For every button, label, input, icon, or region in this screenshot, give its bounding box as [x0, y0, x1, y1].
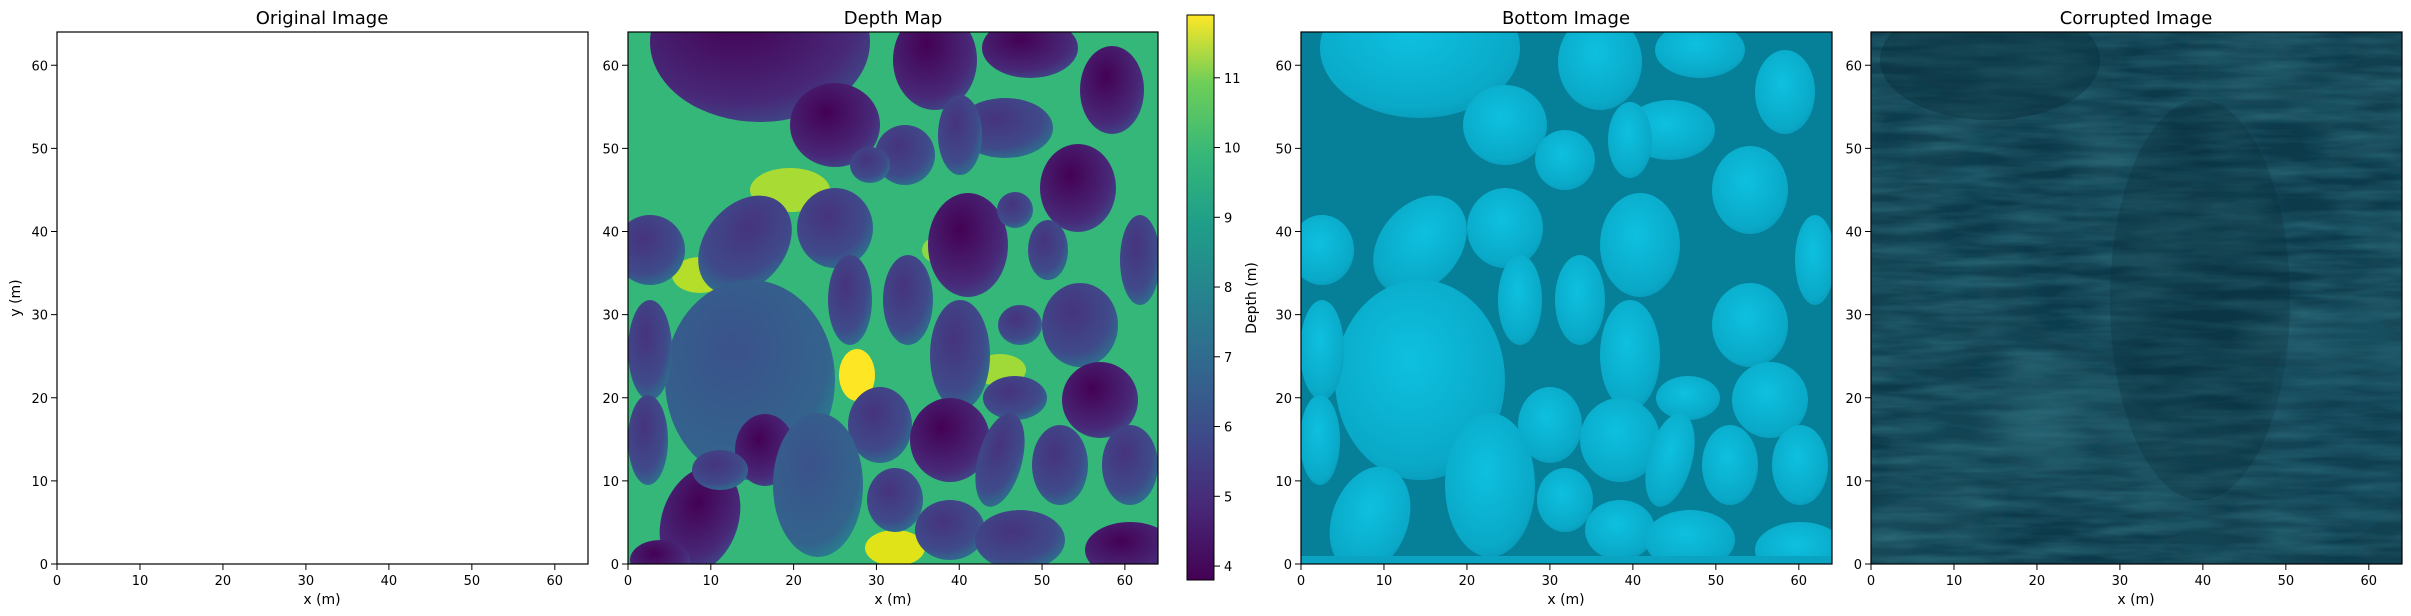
x-tick-label: 20: [1459, 574, 1476, 589]
y-tick-label: 50: [31, 142, 48, 157]
x-tick-label: 0: [1297, 574, 1305, 589]
depth-map-image: [628, 32, 1158, 564]
x-tick-label: 0: [624, 574, 632, 589]
colorbar-tick-label: 7: [1224, 351, 1232, 366]
x-tick-label: 10: [703, 574, 720, 589]
y-tick-label: 0: [40, 558, 48, 573]
colorbar-tick-label: 4: [1224, 560, 1232, 575]
y-tick-label: 10: [1845, 475, 1862, 490]
x-tick-label: 40: [951, 574, 968, 589]
x-tick-label: 20: [215, 574, 232, 589]
x-tick-label: 10: [1946, 574, 1963, 589]
y-tick-label: 60: [602, 59, 619, 74]
colorbar-ticks: 4 5 6 7 8 9 10 11: [1214, 72, 1241, 575]
x-tick-label: 30: [1542, 574, 1559, 589]
y-tick-label: 0: [1854, 558, 1862, 573]
colorbar-tick-label: 10: [1224, 142, 1241, 157]
panel-depth-map: Depth Map x (m) 0 10 20 30 40 50 60 0 10 20 30 40 50…: [602, 8, 1159, 608]
xlabel-original: x (m): [303, 592, 340, 608]
colorbar-label: Depth (m): [1244, 262, 1260, 334]
y-tick-label: 0: [611, 558, 619, 573]
colorbar-gradient: [1186, 14, 1215, 581]
y-tick-label: 50: [602, 142, 619, 157]
y-tick-label: 10: [1275, 475, 1292, 490]
y-tick-label: 50: [1275, 142, 1292, 157]
xlabel-corrupted: x (m): [2117, 592, 2154, 608]
xlabel-depth: x (m): [874, 592, 911, 608]
y-tick-label: 40: [602, 226, 619, 241]
x-tick-label: 0: [1867, 574, 1875, 589]
title-depth: Depth Map: [844, 8, 943, 29]
y-tick-label: 30: [1845, 309, 1862, 324]
y-tick-label: 40: [1275, 226, 1292, 241]
y-tick-label: 30: [31, 309, 48, 324]
x-tick-label: 30: [298, 574, 315, 589]
plot-area-original: [56, 31, 589, 565]
ylabel-original: y (m): [8, 279, 24, 316]
colorbar-tick-label: 11: [1224, 72, 1241, 87]
x-tick-label: 60: [1117, 574, 1134, 589]
x-tick-label: 30: [868, 574, 885, 589]
y-tick-label: 20: [1845, 392, 1862, 407]
y-tick-label: 20: [1275, 392, 1292, 407]
y-tick-label: 50: [1845, 142, 1862, 157]
y-tick-label: 10: [31, 475, 48, 490]
xlabel-bottom: x (m): [1547, 592, 1584, 608]
y-tick-label: 30: [602, 309, 619, 324]
y-tick-label: 60: [1275, 59, 1292, 74]
y-tick-label: 20: [31, 392, 48, 407]
y-tick-label: 30: [1275, 309, 1292, 324]
x-tick-label: 50: [1034, 574, 1051, 589]
y-tick-label: 10: [602, 475, 619, 490]
x-tick-label: 60: [1791, 574, 1808, 589]
x-tick-label: 10: [132, 574, 149, 589]
x-tick-label: 40: [1625, 574, 1642, 589]
x-tick-label: 40: [381, 574, 398, 589]
corrupted-image: [1871, 32, 2402, 564]
plot-area-bottom: [1300, 31, 1833, 565]
x-tick-label: 50: [1708, 574, 1725, 589]
x-tick-label: 60: [547, 574, 564, 589]
x-tick-label: 40: [2195, 574, 2212, 589]
colorbar-tick-label: 9: [1224, 211, 1232, 226]
bottom-image: [1301, 32, 1832, 564]
y-tick-label: 60: [1845, 59, 1862, 74]
colorbar-tick-label: 8: [1224, 281, 1232, 296]
title-corrupted: Corrupted Image: [2060, 8, 2213, 29]
x-tick-label: 20: [785, 574, 802, 589]
x-tick-label: 50: [464, 574, 481, 589]
y-tick-label: 20: [602, 392, 619, 407]
title-bottom: Bottom Image: [1502, 8, 1630, 29]
colorbar-tick-label: 5: [1224, 490, 1232, 505]
y-tick-label: 40: [31, 226, 48, 241]
x-tick-label: 50: [2278, 574, 2295, 589]
colorbar: 4 5 6 7 8 9 10 11 Depth (m): [1186, 14, 1260, 581]
y-tick-label: 0: [1284, 558, 1292, 573]
panel-corrupted-image: Corrupted Image x (m) 0 10 20 30 40 50 60 0 10 20…: [1845, 8, 2403, 608]
title-original: Original Image: [256, 8, 389, 29]
panel-original-image: Original Image x (m) y (m) 0 10 20 30 40 50 60…: [8, 8, 589, 608]
y-tick-label: 40: [1845, 226, 1862, 241]
colorbar-tick-label: 6: [1224, 421, 1232, 436]
panel-bottom-image: Bottom Image x (m) 0 10 20 30 40 50 60 0 10 20 30 4…: [1275, 8, 1833, 608]
plot-area-depth: [627, 31, 1159, 565]
x-tick-label: 0: [53, 574, 61, 589]
x-tick-label: 20: [2029, 574, 2046, 589]
x-tick-label: 10: [1376, 574, 1393, 589]
x-tick-label: 30: [2112, 574, 2129, 589]
y-tick-label: 60: [31, 59, 48, 74]
plot-area-corrupted: [1870, 31, 2403, 565]
x-tick-label: 60: [2361, 574, 2378, 589]
